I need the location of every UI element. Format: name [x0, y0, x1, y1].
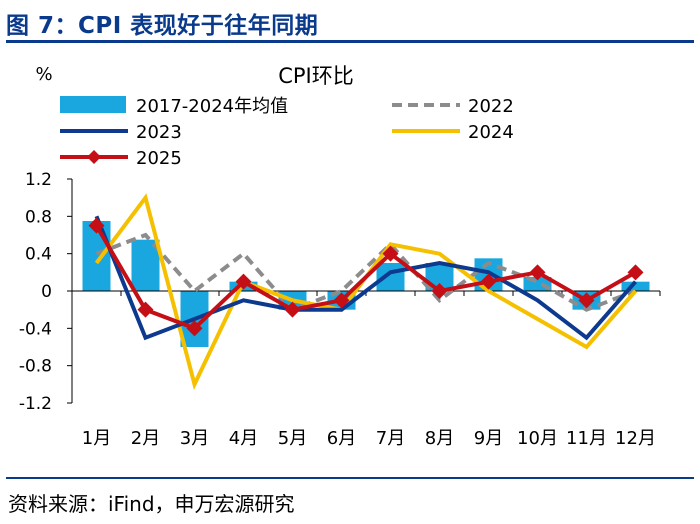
series-point-2025 — [480, 273, 497, 290]
x-tick-label: 4月 — [229, 428, 258, 449]
legend-label: 2017-2024年均值 — [136, 96, 288, 117]
x-tick-label: 5月 — [278, 428, 307, 449]
legend-label: 2024 — [468, 122, 514, 143]
series-point-2025 — [137, 301, 154, 318]
legend-swatch — [60, 96, 126, 113]
x-tick-label: 6月 — [327, 428, 356, 449]
series-point-2025 — [529, 264, 546, 281]
x-tick-label: 8月 — [425, 428, 454, 449]
y-tick-label: -1.2 — [19, 394, 52, 414]
line-series — [88, 193, 644, 391]
y-tick-label: 0.4 — [25, 245, 52, 265]
source-divider — [6, 477, 694, 479]
series-point-2025 — [431, 283, 448, 299]
x-tick-label: 2月 — [131, 428, 160, 449]
x-tick-label: 9月 — [474, 428, 503, 449]
series-point-2025 — [284, 301, 301, 318]
series-line-2022 — [95, 232, 637, 313]
legend-label: 2023 — [136, 122, 182, 143]
series-point-2025 — [235, 273, 252, 290]
cpi-chart: % CPI环比 2017-2024年均值 2022 2023 2024 2025 1.2… — [19, 64, 661, 449]
bar-7 — [376, 263, 405, 291]
y-tick-label: -0.8 — [19, 357, 52, 377]
legend-swatch-marker — [87, 150, 101, 164]
x-axis-ticks: 1月 2月 3月 4月 5月 6月 7月 8月 9月 10月 11月 12月 — [82, 428, 656, 449]
title-divider — [6, 40, 694, 43]
figure-title: 图 7：CPI 表现好于往年同期 — [6, 13, 319, 39]
series-line-2025 — [94, 224, 637, 331]
series-point-2025 — [333, 292, 350, 309]
x-tick-label: 7月 — [376, 428, 405, 449]
x-tick-label: 11月 — [566, 428, 607, 449]
y-tick-label: 1.2 — [25, 170, 52, 190]
series-point-2025 — [382, 245, 399, 262]
bar-12 — [621, 281, 650, 291]
y-axis-ticks: 1.2 0.8 0.4 0 -0.4 -0.8 -1.2 — [19, 170, 52, 414]
series-line-2023 — [94, 215, 638, 341]
series-point-2025 — [186, 320, 203, 337]
y-axis-unit: % — [35, 64, 52, 85]
legend-label: 2022 — [468, 96, 514, 117]
y-tick-label: 0.8 — [25, 207, 52, 227]
x-tick-label: 10月 — [517, 428, 558, 449]
source-note: 资料来源：iFind，申万宏源研究 — [8, 492, 295, 516]
series-point-2025 — [627, 264, 644, 281]
legend: 2017-2024年均值 2022 2023 2024 2025 — [60, 96, 514, 169]
series-point-2025 — [88, 217, 105, 234]
legend-label: 2025 — [136, 148, 182, 169]
y-tick-label: -0.4 — [19, 319, 52, 339]
chart-title: CPI环比 — [278, 64, 354, 88]
x-tick-label: 12月 — [615, 428, 656, 449]
x-tick-label: 3月 — [180, 428, 209, 449]
y-tick-label: 0 — [41, 282, 52, 302]
x-tick-label: 1月 — [82, 428, 111, 449]
series-point-2025 — [578, 292, 595, 309]
